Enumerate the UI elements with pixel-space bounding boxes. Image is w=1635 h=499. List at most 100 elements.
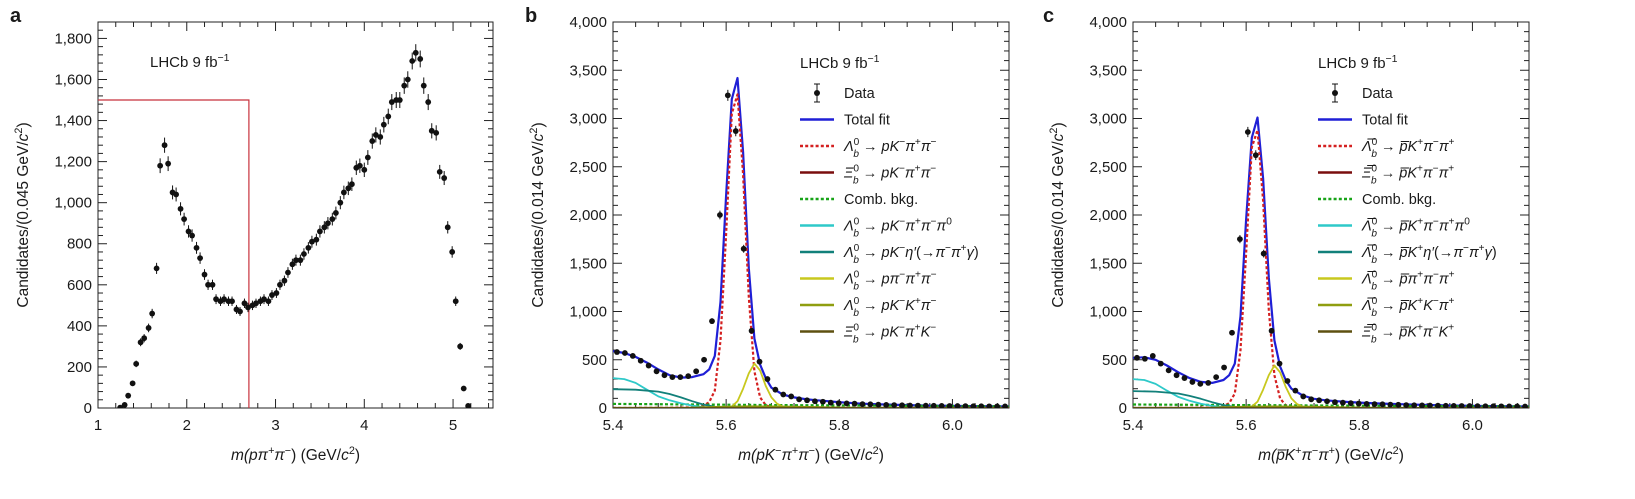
- data-point: [121, 402, 128, 408]
- label-part: −: [899, 217, 905, 228]
- data-point: [804, 397, 810, 404]
- data-point: [380, 121, 387, 128]
- label-subscript: b: [853, 255, 859, 266]
- label-part: pK: [880, 166, 900, 182]
- label-subscript: b: [1371, 282, 1377, 293]
- label-part: K: [905, 298, 916, 314]
- data-point: [1260, 250, 1267, 257]
- label-subscript: b: [853, 335, 859, 346]
- label-part: −: [1433, 296, 1439, 307]
- data-point: [369, 138, 376, 144]
- data-point: [851, 400, 858, 407]
- data-point: [1221, 364, 1227, 371]
- label-part: ): [15, 122, 32, 127]
- label-part: −: [1433, 137, 1439, 148]
- label-part: pπ: [881, 272, 900, 288]
- data-point: [340, 189, 347, 196]
- legend-label: Comb. bkg.: [1362, 192, 1436, 208]
- legend: Data Total fit Λ̅0 b → p̅K+π−π+ Ξ̅0 b → p̅K+π…: [1318, 83, 1497, 346]
- data-point: [1284, 378, 1291, 384]
- y-tick-label: 1,400: [54, 113, 92, 130]
- legend-label: Data: [1362, 86, 1394, 102]
- data-point: [1149, 352, 1156, 359]
- label-part: c: [865, 447, 873, 464]
- label-part: 2: [1048, 128, 1060, 134]
- label-part: π: [935, 245, 945, 261]
- label-part: π: [1454, 219, 1464, 235]
- data-point: [460, 385, 467, 392]
- label-part: p̅K: [1399, 219, 1419, 235]
- label-part: ) (GeV/: [1335, 447, 1386, 464]
- data-point: [465, 403, 472, 408]
- data-point: [253, 300, 259, 307]
- label-part: π: [1423, 139, 1433, 155]
- y-tick-label: 3,500: [569, 62, 607, 79]
- legend-label: Λ0 b → pK−π+π−: [843, 137, 937, 160]
- label-part: pK: [880, 325, 900, 341]
- label-part: →: [1377, 245, 1400, 261]
- label-part: →: [1377, 219, 1400, 235]
- label-part: ): [974, 245, 979, 261]
- label-part: π: [1439, 298, 1449, 314]
- y-axis-label: Candidates/(0.045 GeV/c2): [13, 122, 32, 307]
- data-point: [1244, 129, 1251, 135]
- label-part: 0: [1372, 243, 1378, 254]
- data-point: [245, 304, 251, 311]
- label-part: +: [1449, 217, 1455, 228]
- y-axis-label: Candidates/(0.014 GeV/c2): [528, 122, 547, 307]
- label-part: π: [1439, 272, 1449, 288]
- data-point: [1522, 403, 1528, 408]
- data-point: [420, 82, 427, 89]
- data-point: [915, 402, 921, 408]
- data-point: [637, 357, 644, 364]
- label-part: −: [775, 445, 781, 457]
- label-subscript: b: [1371, 149, 1377, 160]
- label-part: π: [1423, 272, 1433, 288]
- data-point: [293, 257, 299, 264]
- data-point: [907, 402, 913, 408]
- label-part: →: [859, 272, 882, 288]
- selection-window-box: [98, 99, 250, 408]
- data-point: [412, 49, 419, 56]
- data-point: [930, 402, 937, 408]
- y-tick-label: 4,000: [569, 14, 607, 31]
- legend-label: Λ̅0 b → p̅K+K−π+: [1361, 296, 1455, 319]
- data-point: [1427, 402, 1433, 408]
- label-part: +: [915, 270, 921, 281]
- label-part: +: [1417, 296, 1423, 307]
- data-point: [1466, 403, 1473, 408]
- data-point: [693, 368, 700, 375]
- data-point: [1387, 401, 1394, 408]
- label-part: →: [859, 139, 882, 155]
- fit-curve-total_fit: [1133, 116, 1529, 408]
- data-point: [213, 296, 219, 303]
- y-tick-label: 0: [1119, 400, 1127, 417]
- legend-label: Λ̅0 b → p̅π+π−π+: [1361, 270, 1455, 293]
- label-part: π: [905, 272, 915, 288]
- data-point: [269, 292, 275, 298]
- legend-label: Ξ̅0 b → p̅K+π−K+: [1361, 323, 1454, 346]
- label-part: m(: [1258, 447, 1278, 464]
- x-tick-label: 1: [94, 417, 102, 434]
- label-part: Λ: [843, 272, 854, 288]
- data-point: [740, 245, 747, 252]
- data-point: [875, 401, 882, 408]
- y-tick-label: 2,500: [569, 159, 607, 176]
- label-part: 0: [854, 270, 860, 281]
- label-part: −: [931, 217, 937, 228]
- label-part: (→: [916, 245, 935, 261]
- data-point: [301, 251, 307, 257]
- label-part: →: [1377, 272, 1400, 288]
- data-point: [324, 220, 331, 227]
- data-point: [1419, 402, 1425, 408]
- label-part: +: [1448, 323, 1454, 334]
- label-part: →: [1377, 298, 1400, 314]
- label-part: π: [782, 447, 793, 464]
- data-point: [1355, 400, 1362, 407]
- label-part: +: [1449, 296, 1455, 307]
- data-point: [153, 265, 160, 272]
- data-point: [409, 58, 416, 64]
- panel-letter: c: [1043, 5, 1054, 27]
- label-part: →: [1377, 325, 1400, 341]
